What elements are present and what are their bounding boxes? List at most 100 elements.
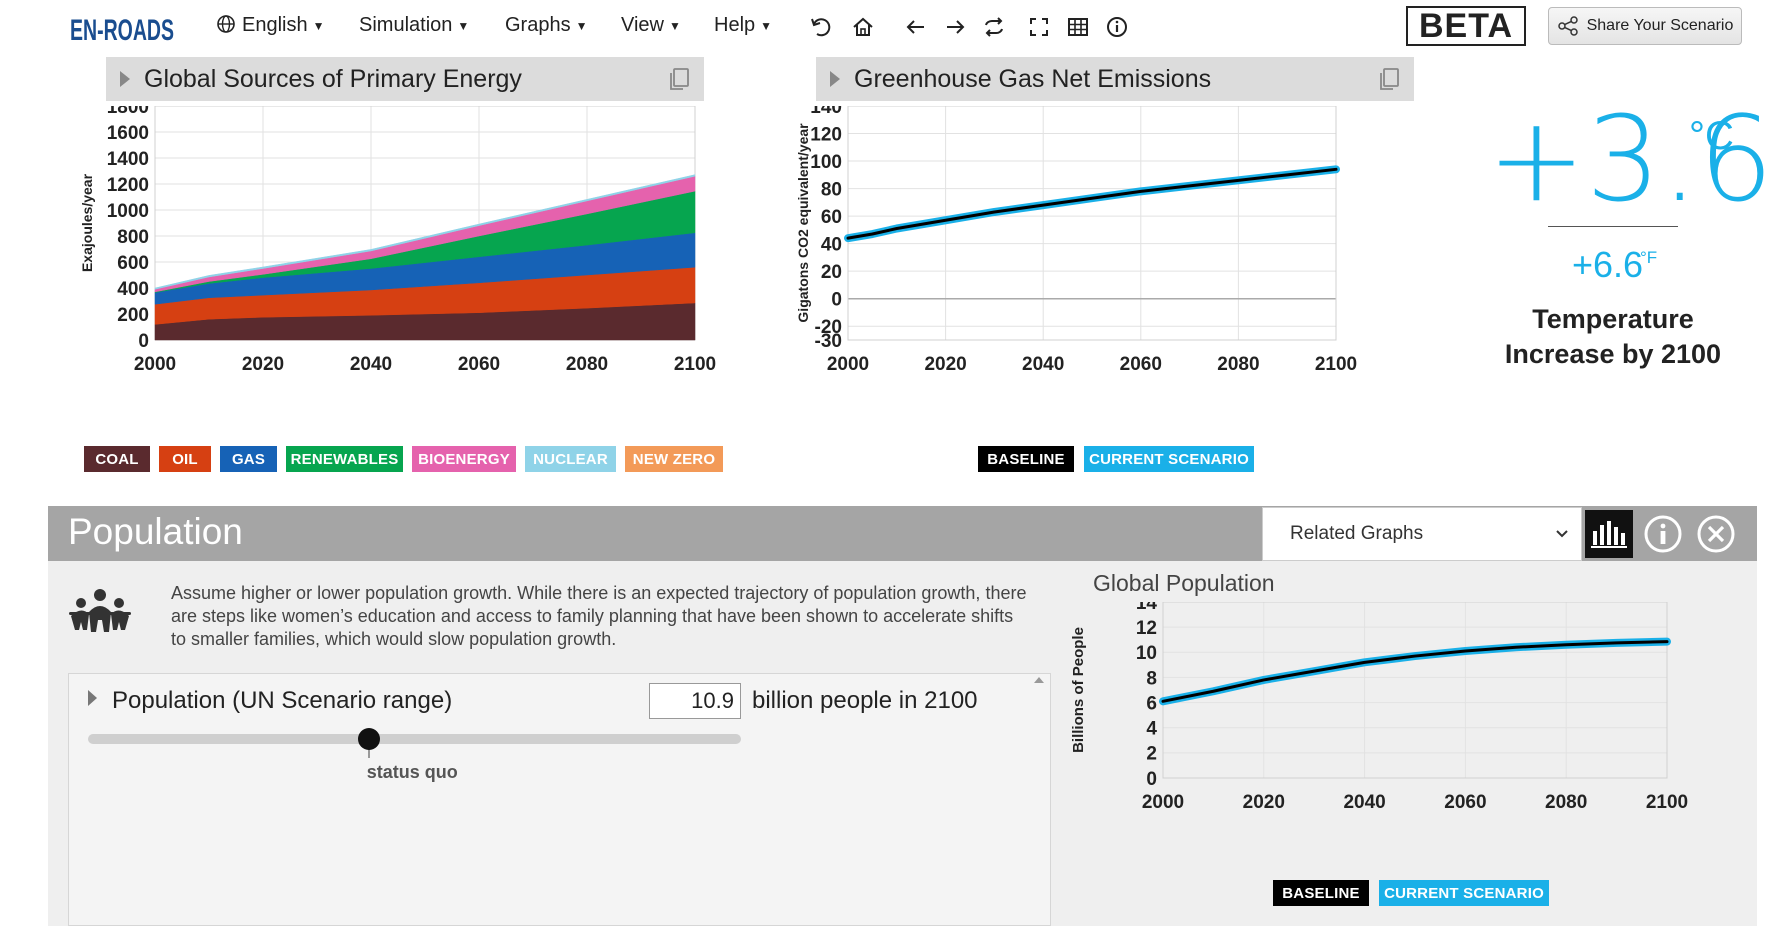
expand-triangle-icon[interactable] <box>88 690 97 706</box>
population-slider-track[interactable] <box>88 734 741 744</box>
x-tick-label: 2020 <box>242 354 284 375</box>
legend-current-scenario[interactable]: CURRENT SCENARIO <box>1084 446 1254 472</box>
info-icon <box>1107 17 1127 37</box>
legend-baseline[interactable]: BASELINE <box>1273 880 1369 906</box>
legend-new-zero[interactable]: NEW ZERO <box>625 446 723 472</box>
series-line-current-scenario <box>1159 637 1671 706</box>
menu-view-label: View <box>621 14 664 36</box>
status-quo-caption: status quo <box>366 762 458 782</box>
en-roads-logo[interactable]: EN-ROADS <box>70 8 176 52</box>
beta-badge: BETA <box>1406 6 1526 46</box>
y-tick-label: 200 <box>117 305 149 326</box>
y-tick-label: 40 <box>821 234 842 255</box>
x-tick-label: 2020 <box>1243 792 1285 813</box>
y-tick-label: 400 <box>117 279 149 300</box>
menu-graphs[interactable]: Graphs ▼ <box>505 14 587 37</box>
x-tick-label: 2000 <box>827 354 869 375</box>
x-tick-label: 2100 <box>1646 792 1688 813</box>
fullscreen-button[interactable] <box>1024 12 1054 42</box>
info-button[interactable] <box>1102 12 1132 42</box>
forward-button[interactable] <box>940 12 970 42</box>
y-tick-label: 1200 <box>107 175 149 196</box>
y-axis-label: Exajoules/year <box>80 173 95 272</box>
logo-text: EN-ROADS <box>70 14 174 47</box>
y-tick-label: 8 <box>1146 668 1157 689</box>
x-tick-label: 2060 <box>458 354 500 375</box>
emissions-graph-header[interactable]: Greenhouse Gas Net Emissions <box>816 57 1414 101</box>
temperature-label: Temperature Increase by 2100 <box>1504 304 1722 369</box>
menu-help[interactable]: Help ▼ <box>714 14 772 37</box>
share-scenario-label: Share Your Scenario <box>1586 17 1734 34</box>
chevron-down-icon: ▼ <box>669 18 681 33</box>
legend-renewables[interactable]: RENEWABLES <box>286 446 403 472</box>
home-button[interactable] <box>848 12 878 42</box>
plot-frame <box>847 106 1337 341</box>
legend-coal[interactable]: COAL <box>84 446 150 472</box>
emissions-graph-title: Greenhouse Gas Net Emissions <box>854 64 1212 93</box>
related-graphs-select[interactable]: Related Graphs <box>1262 507 1582 561</box>
population-slider-thumb[interactable] <box>357 728 380 750</box>
menu-simulation[interactable]: Simulation ▼ <box>359 14 469 37</box>
scroll-up-icon[interactable] <box>1034 677 1044 683</box>
undo-button[interactable] <box>806 12 836 42</box>
table-button[interactable] <box>1063 12 1093 42</box>
swap-button[interactable] <box>979 12 1009 42</box>
menu-view[interactable]: View ▼ <box>621 14 681 37</box>
menu-language-label: English <box>242 14 308 36</box>
chevron-down-icon: ▼ <box>760 18 773 33</box>
slider-container <box>68 673 1051 926</box>
x-tick-label: 2060 <box>1444 792 1486 813</box>
y-tick-label: 140 <box>810 106 842 118</box>
chevron-down-icon: ▼ <box>312 18 325 33</box>
y-tick-label: 20 <box>821 262 842 283</box>
x-tick-label: 2040 <box>1022 354 1064 375</box>
swap-icon <box>985 17 1003 37</box>
x-tick-label: 2100 <box>1315 354 1357 375</box>
y-tick-label: 120 <box>810 124 842 145</box>
legend-current-scenario[interactable]: CURRENT SCENARIO <box>1379 880 1549 906</box>
temperature-celsius: +3.6 <box>1487 90 1774 228</box>
x-tick-label: 2100 <box>674 354 716 375</box>
copy-icon[interactable] <box>666 66 692 92</box>
energy-graph-header[interactable]: Global Sources of Primary Energy <box>106 57 704 101</box>
menu-help-label: Help <box>714 14 756 36</box>
legend-nuclear[interactable]: NUCLEAR <box>525 446 616 472</box>
y-tick-label: 600 <box>117 253 149 274</box>
copy-icon[interactable] <box>1376 66 1402 92</box>
series-line-baseline <box>846 167 1338 240</box>
close-panel-icon[interactable] <box>1696 514 1736 554</box>
temperature-fahrenheit: +6.6 <box>1572 244 1644 285</box>
share-scenario-button[interactable]: Share Your Scenario <box>1548 7 1742 45</box>
population-people-icon <box>69 589 131 632</box>
population-panel-title: Population <box>68 511 243 552</box>
plot-frame <box>1162 602 1668 779</box>
legend-baseline[interactable]: BASELINE <box>978 446 1074 472</box>
x-tick-label: 2060 <box>1120 354 1162 375</box>
menu-language[interactable]: English ▼ <box>216 14 325 37</box>
legend-bioenergy[interactable]: BIOENERGY <box>412 446 516 472</box>
y-tick-label: 1000 <box>107 201 149 222</box>
bar-chart-button[interactable] <box>1585 510 1633 558</box>
x-tick-label: 2000 <box>134 354 176 375</box>
y-tick-label: -30 <box>815 331 842 352</box>
expand-triangle-icon[interactable] <box>120 71 130 87</box>
panel-info-icon[interactable] <box>1643 514 1683 554</box>
legend-oil[interactable]: OIL <box>159 446 211 472</box>
y-tick-label: 10 <box>1136 643 1157 664</box>
fullscreen-icon <box>1030 18 1048 36</box>
population-chart: 2000 2020 2040 2060 2080 2100 0 2 4 6 8 10 12 14 Billi… <box>1070 602 1688 813</box>
temperature-divider <box>1548 226 1678 227</box>
legend-gas[interactable]: GAS <box>220 446 277 472</box>
share-icon <box>1557 16 1578 36</box>
y-tick-label: 80 <box>821 179 842 200</box>
population-value-input[interactable] <box>649 683 741 719</box>
energy-graph-title: Global Sources of Primary Energy <box>144 64 522 93</box>
back-button[interactable] <box>901 12 931 42</box>
expand-triangle-icon[interactable] <box>830 71 840 87</box>
status-quo-tick <box>367 748 370 758</box>
back-arrow-icon <box>906 20 924 34</box>
y-tick-label: 800 <box>117 227 149 248</box>
temperature-celsius-unit: °C <box>1689 114 1734 158</box>
x-tick-label: 2080 <box>1545 792 1587 813</box>
population-value-unit: billion people in 2100 <box>752 687 978 714</box>
